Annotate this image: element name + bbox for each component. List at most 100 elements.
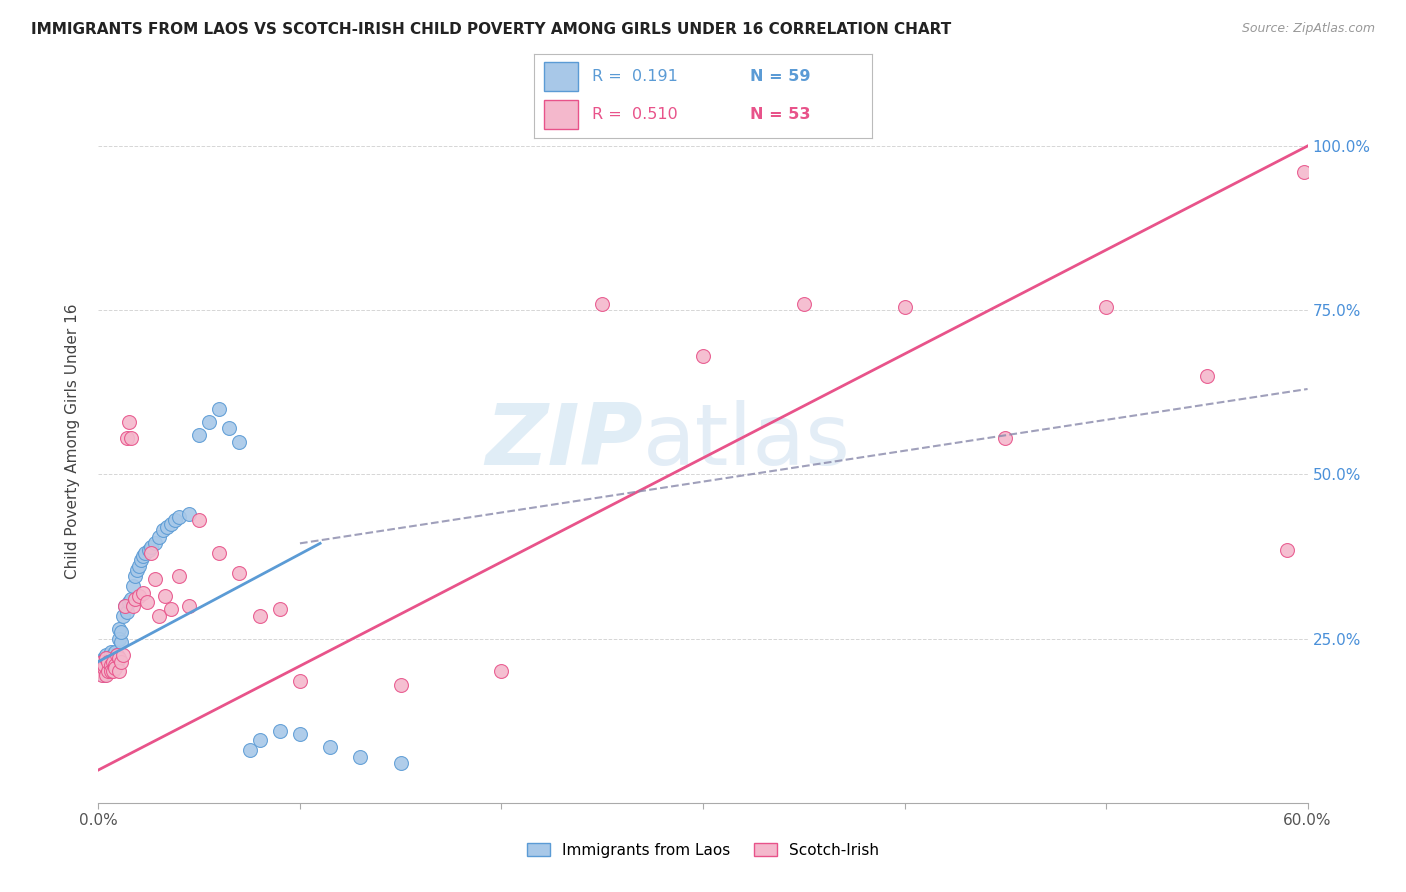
Point bbox=[118, 595, 141, 609]
Point bbox=[120, 431, 142, 445]
Point bbox=[115, 605, 138, 619]
Point bbox=[389, 677, 412, 691]
Point bbox=[692, 349, 714, 363]
Point bbox=[120, 592, 142, 607]
Point bbox=[100, 645, 122, 659]
Text: R =  0.510: R = 0.510 bbox=[592, 107, 678, 122]
Point bbox=[107, 632, 129, 646]
Point bbox=[591, 296, 613, 310]
Point bbox=[132, 549, 155, 564]
Point bbox=[96, 667, 118, 681]
Text: Source: ZipAtlas.com: Source: ZipAtlas.com bbox=[1241, 22, 1375, 36]
Point bbox=[239, 743, 262, 757]
Point bbox=[893, 300, 915, 314]
Point bbox=[110, 635, 132, 649]
Point bbox=[91, 657, 114, 672]
Point bbox=[111, 648, 134, 662]
Point bbox=[97, 655, 120, 669]
Point bbox=[111, 608, 134, 623]
Point bbox=[1292, 165, 1315, 179]
Point bbox=[96, 657, 118, 672]
Point bbox=[128, 559, 150, 574]
Point bbox=[389, 756, 412, 771]
Text: N = 53: N = 53 bbox=[751, 107, 811, 122]
Point bbox=[110, 655, 132, 669]
Point bbox=[97, 665, 120, 679]
Point bbox=[1277, 542, 1299, 557]
Point bbox=[249, 608, 271, 623]
Text: IMMIGRANTS FROM LAOS VS SCOTCH-IRISH CHILD POVERTY AMONG GIRLS UNDER 16 CORRELAT: IMMIGRANTS FROM LAOS VS SCOTCH-IRISH CHI… bbox=[31, 22, 952, 37]
Point bbox=[96, 665, 118, 679]
Point bbox=[103, 661, 125, 675]
Point bbox=[101, 648, 124, 662]
Point bbox=[269, 723, 291, 738]
Point bbox=[208, 546, 231, 560]
Point bbox=[115, 431, 138, 445]
Point bbox=[101, 655, 124, 669]
Text: ZIP: ZIP bbox=[485, 400, 643, 483]
Point bbox=[994, 431, 1017, 445]
Point bbox=[138, 542, 160, 557]
Point bbox=[198, 415, 221, 429]
Point bbox=[107, 665, 129, 679]
Point bbox=[269, 602, 291, 616]
Point bbox=[491, 665, 513, 679]
Point bbox=[97, 661, 120, 675]
Point bbox=[93, 651, 115, 665]
Point bbox=[125, 563, 148, 577]
Point bbox=[93, 657, 115, 672]
Point bbox=[91, 665, 114, 679]
Point bbox=[93, 661, 115, 675]
Point bbox=[103, 657, 125, 672]
Point bbox=[1195, 368, 1218, 383]
Point bbox=[349, 749, 371, 764]
Point bbox=[152, 523, 174, 537]
Text: N = 59: N = 59 bbox=[751, 69, 811, 84]
Point bbox=[249, 733, 271, 747]
Point bbox=[105, 648, 128, 662]
Point bbox=[143, 573, 166, 587]
Point bbox=[132, 585, 155, 599]
Point bbox=[128, 589, 150, 603]
Point bbox=[114, 599, 136, 613]
Point bbox=[100, 657, 122, 672]
Text: R =  0.191: R = 0.191 bbox=[592, 69, 678, 84]
Point bbox=[100, 665, 122, 679]
Point bbox=[143, 536, 166, 550]
Point bbox=[793, 296, 815, 310]
Point bbox=[129, 553, 152, 567]
Point bbox=[148, 530, 170, 544]
Point bbox=[91, 667, 114, 681]
Point bbox=[101, 655, 124, 669]
Point bbox=[188, 428, 211, 442]
Point bbox=[110, 625, 132, 640]
Point bbox=[228, 566, 250, 580]
Point bbox=[101, 661, 124, 675]
Point bbox=[103, 651, 125, 665]
Point bbox=[139, 546, 162, 560]
Point bbox=[179, 599, 201, 613]
Point bbox=[89, 665, 111, 679]
Point bbox=[156, 520, 179, 534]
Point bbox=[114, 599, 136, 613]
Point bbox=[97, 655, 120, 669]
Point bbox=[100, 657, 122, 672]
Point bbox=[319, 739, 342, 754]
Text: atlas: atlas bbox=[643, 400, 851, 483]
Point bbox=[93, 667, 115, 681]
Point bbox=[89, 661, 111, 675]
Point bbox=[101, 665, 124, 679]
Point bbox=[124, 592, 146, 607]
Point bbox=[107, 622, 129, 636]
Y-axis label: Child Poverty Among Girls Under 16: Child Poverty Among Girls Under 16 bbox=[65, 304, 80, 579]
Point bbox=[1095, 300, 1118, 314]
Point bbox=[107, 651, 129, 665]
Point bbox=[118, 415, 141, 429]
Point bbox=[288, 674, 311, 689]
Point bbox=[163, 513, 186, 527]
Point bbox=[121, 599, 143, 613]
Legend: Immigrants from Laos, Scotch-Irish: Immigrants from Laos, Scotch-Irish bbox=[522, 837, 884, 863]
FancyBboxPatch shape bbox=[544, 100, 578, 129]
Point bbox=[148, 608, 170, 623]
Point bbox=[105, 655, 128, 669]
